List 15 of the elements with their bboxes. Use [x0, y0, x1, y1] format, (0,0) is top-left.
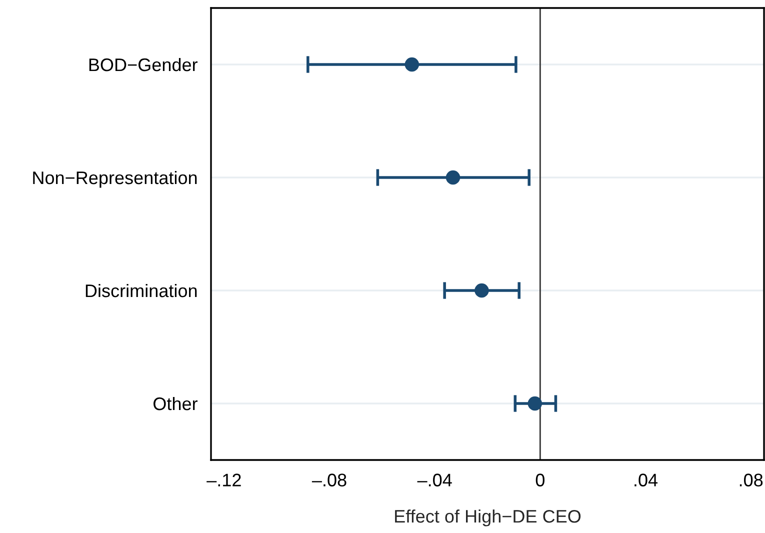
point [474, 283, 489, 298]
y-tick-label: BOD−Gender [89, 58, 198, 72]
x-tick-label: –.12 [206, 474, 241, 486]
y-tick-label: Non−Representation [33, 170, 197, 188]
x-tick-label: .08 [740, 474, 763, 486]
point [528, 396, 542, 411]
point [446, 170, 460, 185]
y-tick-label: Other [154, 396, 198, 410]
x-tick-label: .04 [634, 474, 658, 486]
y-tick-label: Discrimination [86, 284, 197, 298]
x-tick-label: –.04 [417, 474, 452, 486]
point [404, 57, 420, 72]
x-tick-label: –.08 [312, 474, 346, 486]
x-tick-label: 0 [536, 474, 544, 486]
x-axis-title: Effect of High−DE CEO [395, 509, 581, 526]
